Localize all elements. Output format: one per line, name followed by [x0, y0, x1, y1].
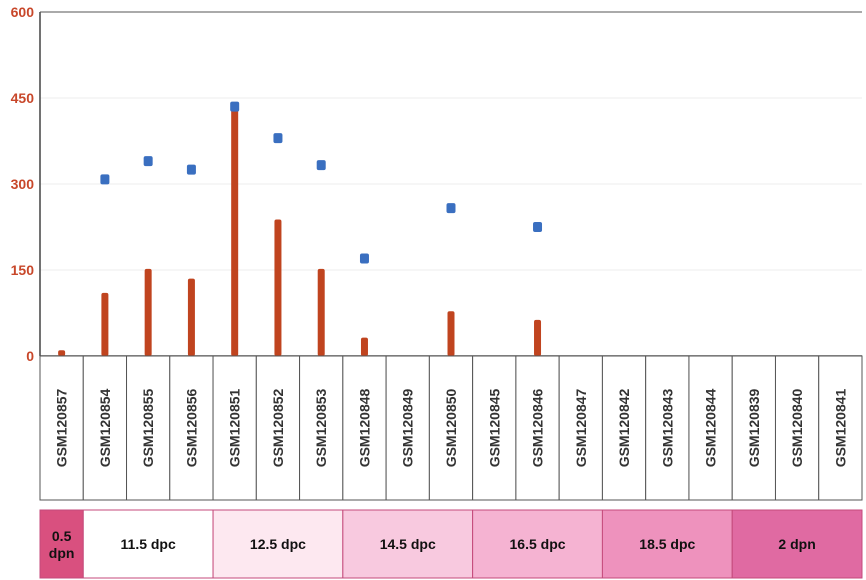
x-tick-label: GSM120851: [227, 388, 243, 467]
x-tick-label: GSM120848: [356, 388, 372, 467]
bar: [274, 219, 282, 356]
category-cell: [515, 355, 560, 501]
bar: [144, 268, 152, 356]
bar: [317, 268, 325, 356]
data-point: [273, 133, 283, 144]
bar: [231, 106, 239, 356]
y-tick-label: 150: [11, 262, 35, 278]
category-cell: [472, 355, 517, 501]
data-point: [100, 174, 110, 185]
category-cell: [255, 355, 301, 501]
stage-label-line: 12.5 dpc: [250, 536, 306, 552]
stage-label-line: dpn: [49, 545, 75, 561]
stage-group-label: 16.5 dpc: [510, 536, 566, 552]
x-tick-label: GSM120840: [789, 388, 805, 467]
stage-label-line: 2 dpn: [778, 536, 815, 552]
stage-group-label: 11.5 dpc: [121, 536, 176, 552]
x-tick-label: GSM120841: [832, 388, 848, 467]
stage-label-line: 14.5 dpc: [380, 536, 436, 552]
data-point: [533, 222, 543, 232]
category-cell: [774, 355, 820, 501]
stage-group: [342, 509, 474, 579]
stage-group-label: 12.5 dpc: [250, 536, 306, 552]
bar: [101, 292, 109, 356]
stage-group-label: 18.5 dpc: [639, 536, 695, 552]
stage-group: [212, 509, 344, 579]
stage-group: [731, 509, 863, 579]
category-cell: [299, 355, 344, 501]
point-series: [100, 101, 543, 264]
stage-group: [82, 509, 214, 579]
bar: [534, 319, 542, 356]
x-tick-label: GSM120854: [97, 388, 113, 467]
x-tick-label: GSM120857: [54, 388, 70, 467]
stage-label-line: 11.5 dpc: [121, 536, 176, 552]
category-cell: [731, 355, 776, 501]
category-cell: [818, 355, 863, 501]
bar: [187, 278, 195, 356]
stage-group: [472, 509, 603, 579]
stage-group-label: 14.5 dpc: [380, 536, 436, 552]
x-tick-label: GSM120845: [486, 388, 502, 467]
y-tick-label: 450: [11, 90, 35, 106]
bar: [447, 311, 455, 356]
x-tick-label: GSM120839: [746, 388, 762, 467]
y-tick-label: 600: [11, 4, 35, 20]
x-tick-label: GSM120856: [183, 388, 199, 467]
stage-group-label: 0.5 dpn: [49, 528, 75, 561]
category-cell: [342, 355, 387, 501]
x-tick-label: GSM120847: [573, 388, 589, 467]
bar: [360, 337, 368, 356]
category-cell: [212, 355, 257, 501]
data-point: [359, 253, 369, 264]
y-tick-labels: 0 150 300 450 600: [11, 4, 35, 364]
stage-label-line: 16.5 dpc: [510, 536, 566, 552]
category-cell: [558, 355, 603, 501]
x-tick-labels: GSM120857 GSM120854 GSM120855 GSM120856 GSM1…: [39, 355, 863, 501]
x-tick-label: GSM120853: [313, 388, 329, 467]
y-tick-label: 0: [26, 348, 34, 364]
x-tick-label: GSM120843: [659, 388, 675, 467]
data-point: [230, 101, 240, 112]
bar: [58, 350, 66, 356]
gridlines: [40, 97, 862, 271]
stage-label-line: 0.5: [52, 528, 72, 544]
stage-groups: 0.5 dpn 11.5 dpc 12.5 dpc 14.5 dpc 16.5 dpc 18…: [39, 509, 863, 579]
y-tick-label: 300: [11, 176, 35, 192]
category-cell: [169, 355, 214, 501]
stage-label-line: 18.5 dpc: [639, 536, 695, 552]
stage-group: [39, 509, 84, 579]
data-point: [316, 160, 326, 171]
category-cell: [428, 355, 474, 501]
x-tick-label: GSM120855: [140, 388, 156, 467]
category-cell: [601, 355, 647, 501]
x-tick-label: GSM120849: [400, 388, 416, 467]
x-tick-label: GSM120844: [703, 388, 719, 467]
stage-group-label: 2 dpn: [778, 536, 815, 552]
x-tick-label: GSM120842: [616, 388, 632, 467]
data-point: [186, 164, 196, 175]
x-tick-label: GSM120852: [270, 388, 286, 467]
x-tick-label: GSM120846: [530, 388, 546, 467]
x-tick-label: GSM120850: [443, 388, 459, 467]
stage-group: [601, 509, 733, 579]
data-point: [143, 156, 153, 167]
bar-series: [58, 106, 542, 356]
data-point: [446, 203, 456, 214]
